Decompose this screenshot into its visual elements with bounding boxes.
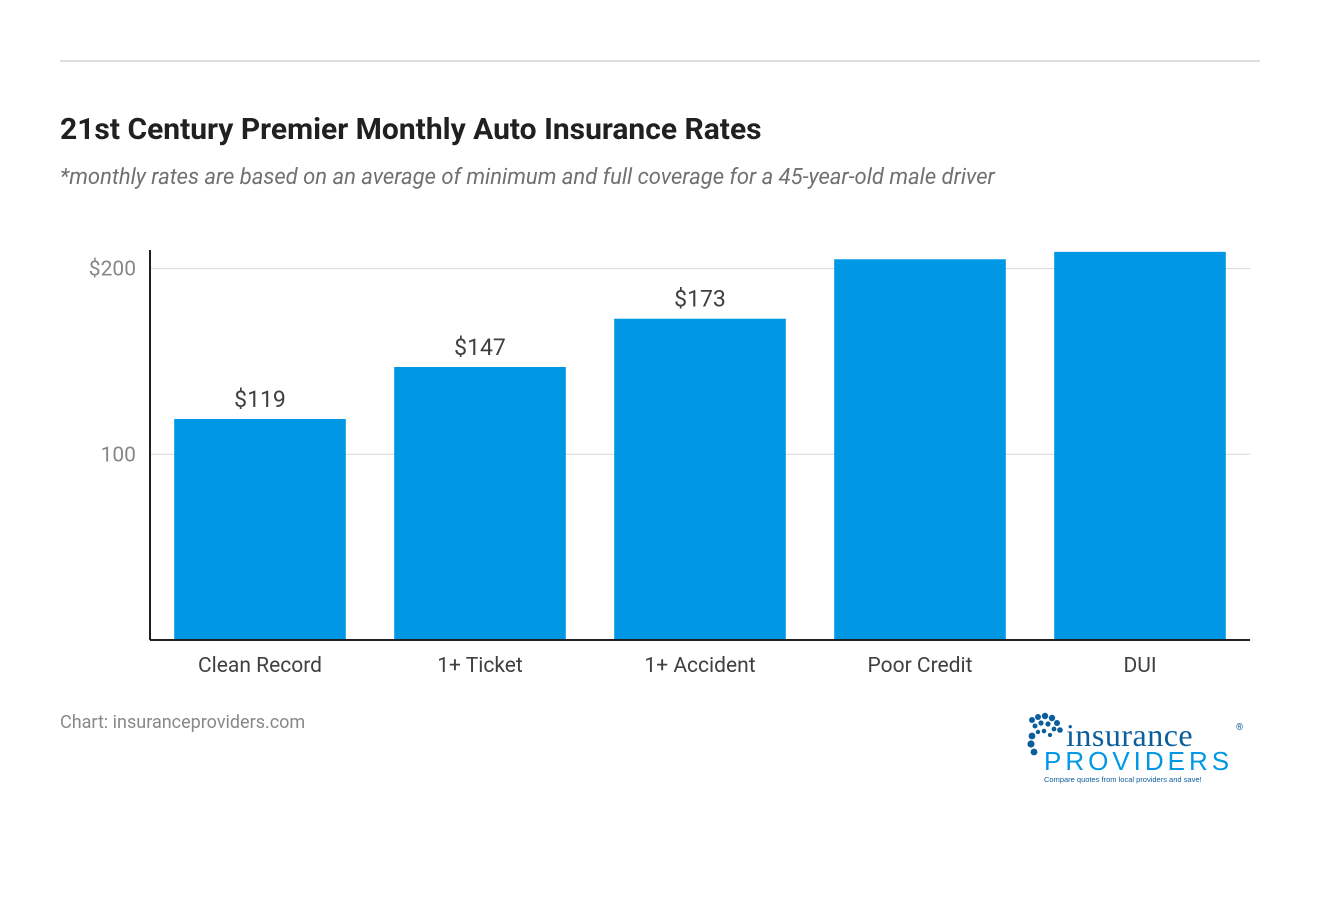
logo-tagline: Compare quotes from local providers and …	[1044, 775, 1202, 784]
category-label: Poor Credit	[868, 654, 973, 678]
bar-value-label: $147	[454, 334, 506, 361]
bar-value-label: $173	[674, 286, 726, 313]
chart-subtitle: *monthly rates are based on an average o…	[60, 165, 1260, 190]
bar	[1054, 252, 1226, 640]
chart-title: 21st Century Premier Monthly Auto Insura…	[60, 112, 1260, 147]
bar	[614, 319, 786, 640]
bar	[834, 259, 1006, 640]
logo-svg: insurance®PROVIDERSCompare quotes from l…	[1010, 712, 1250, 792]
chart-source: Chart: insuranceproviders.com	[60, 712, 305, 733]
svg-text:$200: $200	[89, 258, 136, 282]
top-divider	[60, 60, 1260, 62]
bar-value-label: $205	[894, 250, 946, 253]
svg-text:100: 100	[101, 443, 136, 467]
category-label: DUI	[1123, 654, 1156, 678]
bar-value-label: $119	[234, 386, 286, 413]
category-label: 1+ Ticket	[437, 654, 523, 678]
bar	[394, 367, 566, 640]
bar-chart: 100 $200 $119 Clean Record $147 1+ Ticket $173…	[70, 250, 1250, 690]
bar	[174, 419, 346, 640]
category-label: 1+ Accident	[644, 654, 755, 678]
brand-logo: insurance®PROVIDERSCompare quotes from l…	[1010, 712, 1250, 792]
chart-svg: 100 $200 $119 Clean Record $147 1+ Ticket $173…	[70, 250, 1250, 690]
category-label: Clean Record	[198, 654, 322, 678]
logo-word-providers: PROVIDERS	[1044, 746, 1233, 776]
logo-registered-icon: ®	[1236, 723, 1243, 733]
